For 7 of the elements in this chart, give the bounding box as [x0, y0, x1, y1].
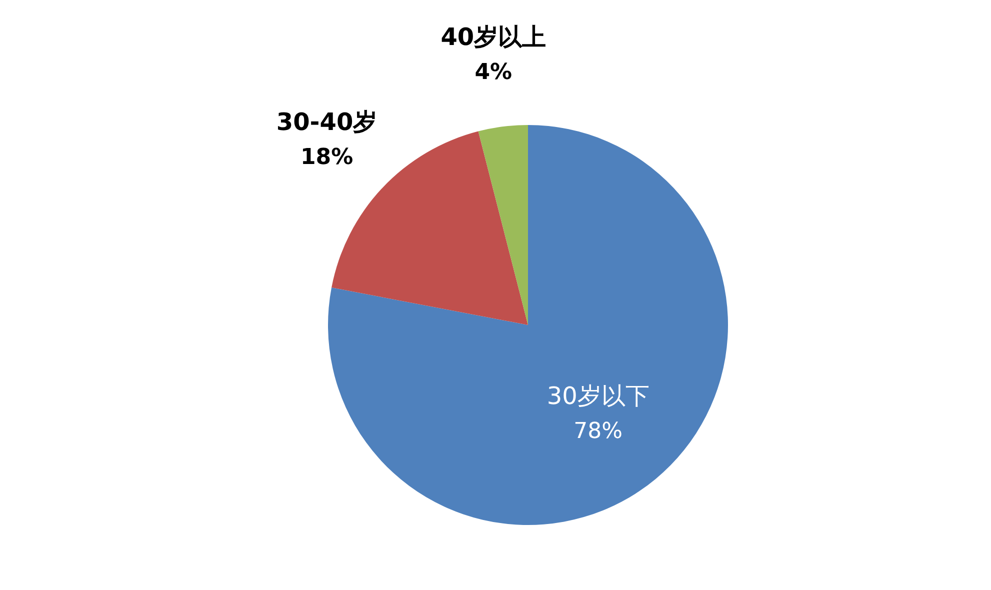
pie-slice — [478, 125, 528, 325]
data-label: 18% — [300, 145, 354, 170]
slice-label: 30-40岁 — [276, 108, 378, 136]
slice-label: 30岁以下 — [546, 382, 650, 410]
data-label: 4% — [474, 60, 512, 86]
data-label: 78% — [574, 418, 623, 444]
slice-label: 40岁以上 — [440, 23, 546, 52]
